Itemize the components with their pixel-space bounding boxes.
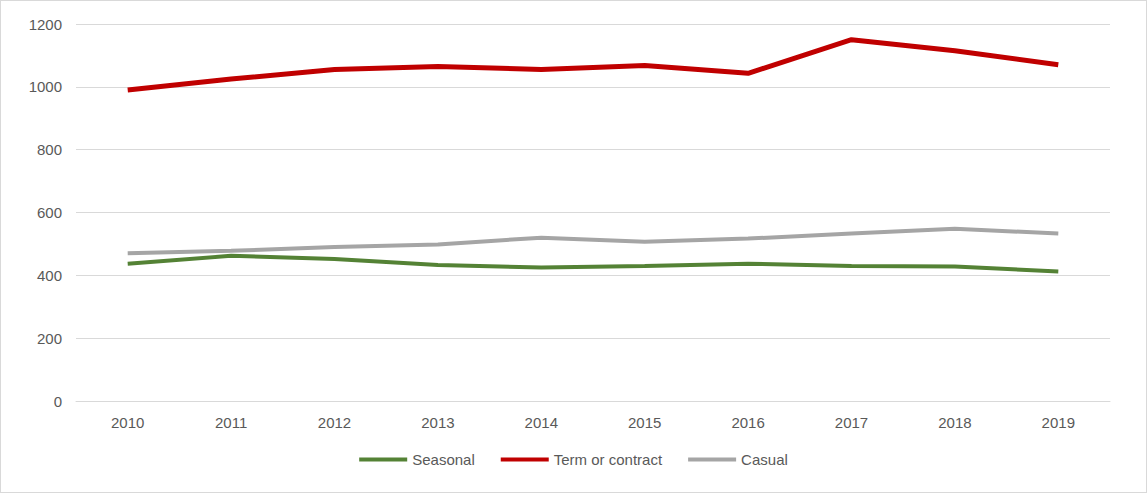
svg-text:2017: 2017 [835, 414, 868, 431]
svg-text:2019: 2019 [1042, 414, 1075, 431]
svg-text:2011: 2011 [215, 414, 247, 431]
svg-text:2013: 2013 [421, 414, 454, 431]
svg-text:2018: 2018 [938, 414, 971, 431]
svg-text:2015: 2015 [628, 414, 661, 431]
svg-text:400: 400 [37, 267, 62, 284]
svg-text:Seasonal: Seasonal [412, 451, 475, 468]
svg-text:200: 200 [37, 330, 62, 347]
svg-text:1200: 1200 [29, 16, 62, 33]
svg-text:Casual: Casual [741, 451, 788, 468]
svg-text:Term or contract: Term or contract [554, 451, 663, 468]
svg-text:600: 600 [37, 204, 62, 221]
svg-text:2010: 2010 [111, 414, 144, 431]
svg-text:2012: 2012 [318, 414, 351, 431]
svg-text:1000: 1000 [29, 78, 62, 95]
svg-text:0: 0 [54, 393, 62, 410]
svg-text:2014: 2014 [525, 414, 558, 431]
svg-text:2016: 2016 [731, 414, 764, 431]
svg-text:800: 800 [37, 141, 62, 158]
